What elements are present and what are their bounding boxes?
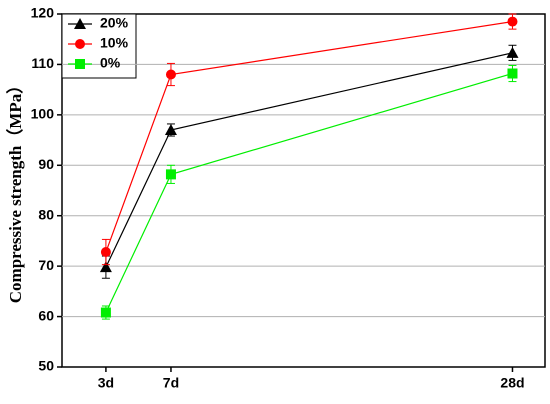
marker: [100, 307, 111, 318]
marker: [100, 247, 111, 258]
legend-marker: [75, 39, 85, 49]
legend-marker: [74, 18, 86, 29]
y-tick-label: 110: [31, 55, 54, 71]
marker: [506, 46, 519, 58]
legend-box: [61, 13, 137, 79]
series-line: [105, 72, 513, 313]
marker: [507, 68, 518, 79]
marker: [165, 69, 176, 80]
y-tick-label: 70: [38, 257, 54, 273]
legend-marker: [75, 59, 85, 69]
x-tick-label: 28d: [500, 375, 524, 391]
legend-label: 0%: [100, 55, 121, 71]
legend-label: 10%: [100, 35, 129, 51]
y-tick-label: 80: [38, 206, 54, 222]
marker: [99, 261, 112, 273]
y-tick-label: 50: [38, 358, 54, 374]
y-tick-label: 90: [38, 156, 54, 172]
legend-label: 20%: [100, 15, 129, 31]
y-axis-label: Compressive strength（MPa）: [5, 77, 25, 304]
marker: [507, 16, 518, 27]
y-tick-label: 120: [31, 5, 55, 21]
marker: [164, 123, 177, 135]
x-tick-label: 7d: [163, 375, 179, 391]
y-tick-label: 60: [38, 307, 54, 323]
marker: [165, 169, 176, 180]
x-tick-label: 3d: [98, 375, 114, 391]
y-tick-label: 100: [31, 106, 55, 122]
plot-frame: [61, 13, 546, 368]
series-line: [105, 20, 513, 253]
